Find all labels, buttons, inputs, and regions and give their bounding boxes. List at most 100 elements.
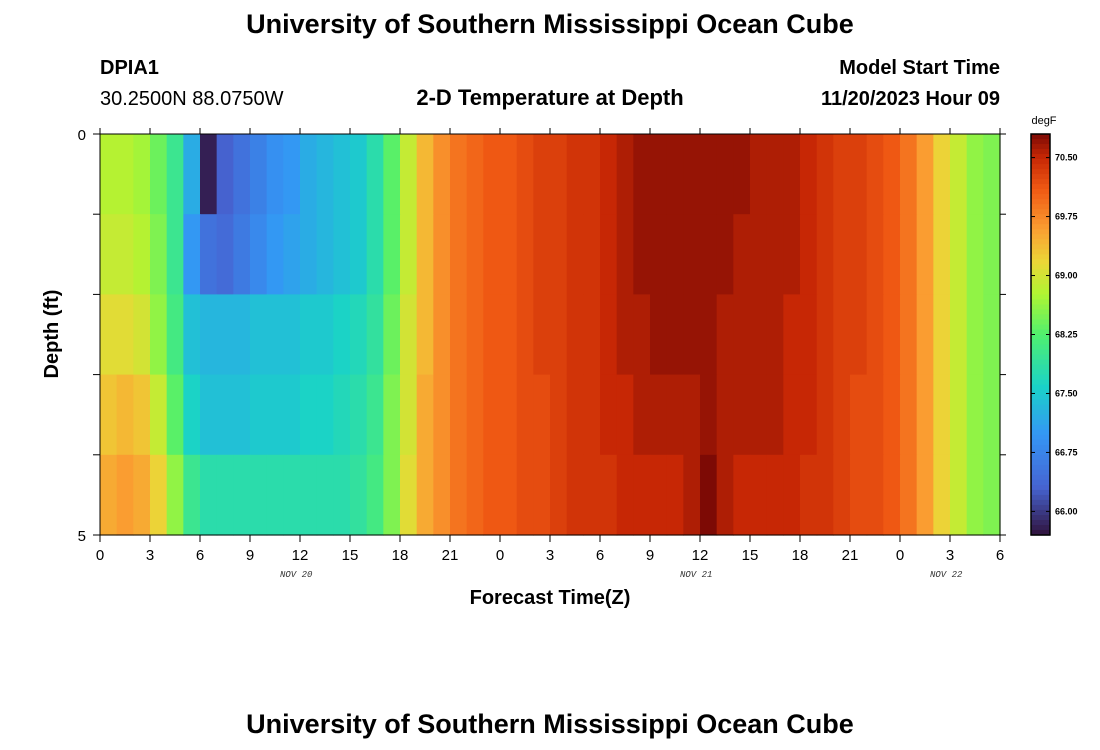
heat-cell — [166, 374, 184, 456]
heat-cell — [333, 294, 351, 376]
heat-cell — [366, 214, 384, 295]
heat-cell — [116, 134, 134, 215]
heat-cell — [816, 214, 834, 295]
heat-cell — [533, 454, 551, 536]
heat-cell — [466, 214, 484, 295]
heat-cell — [500, 294, 518, 376]
x-tick-label: 18 — [392, 547, 409, 564]
heat-cell — [100, 214, 118, 295]
heat-cell — [316, 214, 334, 295]
x-tick-label: 21 — [442, 547, 459, 564]
colorbar-segment — [1031, 419, 1050, 426]
heat-cell — [600, 374, 618, 456]
heat-cell — [350, 294, 368, 376]
colorbar-segment — [1031, 199, 1050, 205]
heat-cell — [950, 214, 968, 295]
heat-cell — [566, 294, 584, 376]
heat-cell — [283, 374, 301, 456]
x-tick-label: 15 — [742, 547, 759, 564]
heat-cell — [333, 214, 351, 295]
heat-cell — [433, 214, 451, 295]
heat-cell — [133, 454, 151, 536]
heat-cell — [333, 374, 351, 456]
heat-cell — [616, 134, 634, 215]
heat-cell — [850, 294, 868, 376]
heat-cell — [566, 374, 584, 456]
colorbar-segment — [1031, 324, 1050, 331]
colorbar-segment — [1031, 309, 1050, 316]
colorbar-segment — [1031, 424, 1050, 431]
heat-cell — [366, 134, 384, 215]
heat-cell — [700, 134, 718, 215]
heat-cell — [350, 374, 368, 456]
heat-cell — [733, 374, 751, 456]
heat-cell — [250, 214, 268, 295]
heat-cell — [933, 214, 951, 295]
colorbar-segment — [1031, 349, 1050, 356]
x-tick-label: 0 — [896, 547, 904, 564]
colorbar-segment — [1031, 134, 1050, 140]
colorbar-segment — [1031, 474, 1050, 481]
heat-cell — [600, 214, 618, 295]
heat-cell — [766, 454, 784, 536]
heat-cell — [550, 374, 568, 456]
colorbar-segment — [1031, 384, 1050, 391]
heat-cell — [216, 454, 234, 536]
colorbar-segment — [1031, 154, 1050, 160]
heat-cell — [316, 454, 334, 536]
heat-cell — [200, 214, 218, 295]
heat-cell — [183, 454, 201, 536]
heat-cell — [116, 294, 134, 376]
colorbar-segment — [1031, 414, 1050, 421]
heat-cell — [716, 374, 734, 456]
heat-cell — [100, 134, 118, 215]
colorbar-segment — [1031, 459, 1050, 466]
heat-cell — [400, 294, 418, 376]
heat-cell — [200, 294, 218, 376]
heat-cell — [416, 454, 434, 536]
heat-cell — [666, 374, 684, 456]
colorbar-segment — [1031, 184, 1050, 190]
colorbar-tick-label: 67.50 — [1055, 388, 1078, 398]
heat-cell — [733, 454, 751, 536]
heat-cell — [466, 134, 484, 215]
heat-cell — [800, 374, 818, 456]
heat-cell — [866, 454, 884, 536]
colorbar-segment — [1031, 229, 1050, 235]
colorbar-segment — [1031, 189, 1050, 195]
heat-cell — [533, 374, 551, 456]
x-tick-label: 0 — [96, 547, 104, 564]
model-start-label: Model Start Time — [839, 57, 1000, 79]
heat-cell — [133, 294, 151, 376]
colorbar-segment — [1031, 434, 1050, 441]
heat-cell — [183, 214, 201, 295]
heat-cell — [250, 454, 268, 536]
heat-cell — [150, 454, 168, 536]
heat-cell — [300, 214, 318, 295]
footer-title: University of Southern Mississippi Ocean… — [246, 709, 854, 739]
station-id: DPIA1 — [100, 57, 159, 79]
heat-cell — [483, 134, 501, 215]
colorbar-segment — [1031, 344, 1050, 351]
x-tick-label: 0 — [496, 547, 504, 564]
heat-cell — [383, 214, 401, 295]
heat-cell — [500, 134, 518, 215]
heat-cell — [916, 214, 934, 295]
colorbar-segment — [1031, 179, 1050, 185]
colorbar-tick-label: 69.00 — [1055, 271, 1078, 281]
heat-cell — [100, 374, 118, 456]
chart-subtitle: 2-D Temperature at Depth — [416, 85, 684, 110]
heat-cell — [516, 134, 534, 215]
heatmap-cells — [100, 134, 1001, 536]
heat-cell — [400, 134, 418, 215]
colorbar-segment — [1031, 279, 1050, 285]
colorbar-segment — [1031, 244, 1050, 250]
heat-cell — [233, 134, 251, 215]
heat-cell — [700, 214, 718, 295]
heat-cell — [433, 134, 451, 215]
heat-cell — [650, 374, 668, 456]
heat-cell — [283, 134, 301, 215]
heat-cell — [866, 134, 884, 215]
colorbar-segment — [1031, 339, 1050, 346]
heat-cell — [766, 294, 784, 376]
